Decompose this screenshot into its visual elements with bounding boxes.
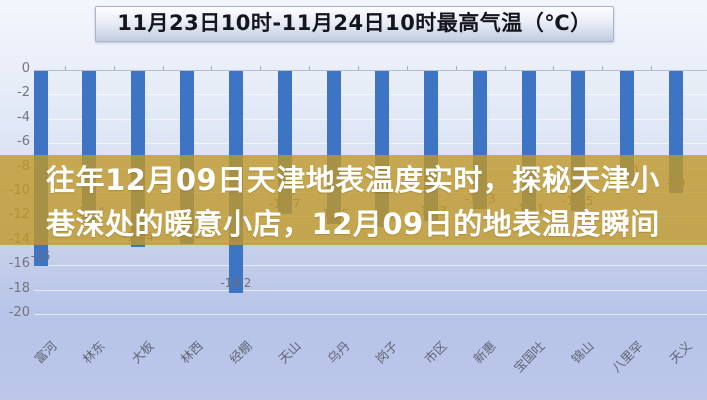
axis-tick-mark bbox=[162, 66, 164, 70]
y-axis-tick-label: -18 bbox=[8, 280, 30, 296]
gridline-y-2 bbox=[34, 94, 707, 96]
y-axis-tick-label: -20 bbox=[8, 305, 30, 320]
bar-value-label: -16 bbox=[30, 249, 51, 264]
axis-tick-mark bbox=[651, 66, 653, 70]
chart-title: 11月23日10时-11月24日10时最高气温（℃） bbox=[95, 6, 614, 42]
axis-tick-mark bbox=[504, 66, 506, 70]
gridline-y-6 bbox=[34, 143, 707, 145]
axis-tick-mark bbox=[553, 66, 555, 70]
y-axis-tick-label: -6 bbox=[17, 134, 30, 150]
axis-tick-mark bbox=[455, 66, 457, 70]
gridline-y-16 bbox=[34, 265, 707, 267]
axis-tick-mark bbox=[309, 66, 311, 70]
overlay-text-line2: 巷深处的暖意小店，12月09日的地表温度瞬间 bbox=[46, 207, 660, 241]
axis-tick-mark bbox=[406, 66, 408, 70]
axis-tick-mark bbox=[358, 66, 360, 70]
gridline-y-18 bbox=[34, 289, 707, 291]
y-axis-tick-label: -16 bbox=[8, 256, 30, 272]
gridline-y-20 bbox=[34, 314, 707, 315]
bar-value-label: -18.2 bbox=[220, 276, 252, 291]
axis-tick-mark bbox=[211, 66, 213, 70]
axis-tick-mark bbox=[64, 66, 66, 70]
y-axis-tick-label: 0 bbox=[21, 61, 30, 76]
y-axis-tick-label: -4 bbox=[17, 109, 30, 125]
gridline-y-4 bbox=[34, 118, 707, 120]
axis-tick-mark bbox=[113, 66, 115, 70]
axis-tick-mark bbox=[602, 66, 604, 70]
overlay-text-line1: 往年12月09日天津地表温度实时，探秘天津小 bbox=[46, 163, 660, 197]
gridline-y0 bbox=[34, 70, 707, 71]
y-axis-tick-label: -2 bbox=[17, 85, 30, 101]
overlay-banner: 往年12月09日天津地表温度实时，探秘天津小 巷深处的暖意小店，12月09日的地… bbox=[0, 155, 707, 245]
axis-tick-mark bbox=[260, 66, 262, 70]
bar-八里罕 bbox=[619, 71, 634, 181]
